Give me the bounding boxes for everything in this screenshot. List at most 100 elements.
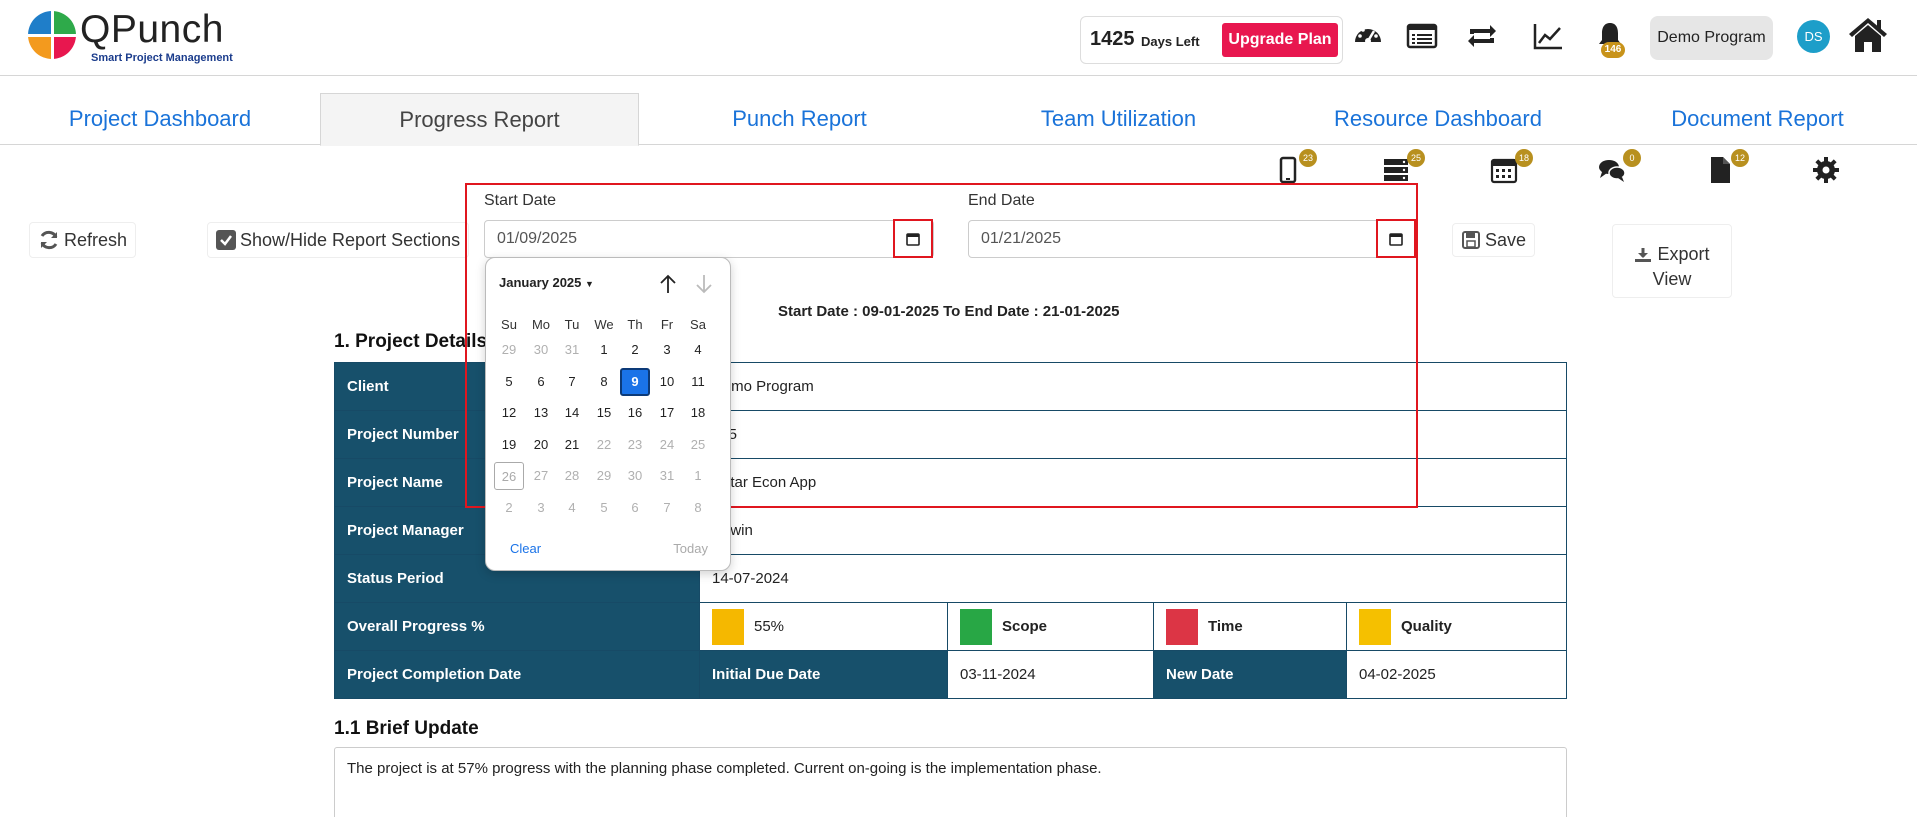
show-hide-sections-button[interactable]: Show/Hide Report Sections <box>207 222 470 258</box>
calendar-day[interactable]: 8 <box>600 373 608 389</box>
start-date-input[interactable]: 01/09/2025 <box>484 220 934 258</box>
sync-icon[interactable] <box>1464 18 1500 54</box>
arrow-down-icon[interactable] <box>692 272 716 296</box>
calendar-day[interactable]: 15 <box>596 405 612 420</box>
calendar-day[interactable]: 3 <box>537 499 545 515</box>
calendar-day[interactable]: 4 <box>694 342 702 357</box>
tab-progress-report[interactable]: Progress Report <box>320 93 639 146</box>
calendar-day[interactable]: 22 <box>596 436 612 452</box>
calendar-day[interactable]: 4 <box>568 499 576 515</box>
calendar-day[interactable]: 9 <box>620 367 650 396</box>
datepicker-popup: January 2025 ▼ Su Mo Tu We Th Fr Sa 29 30 31 1 2 3 4 5… <box>485 257 731 571</box>
time-cell: Time <box>1153 602 1347 651</box>
calendar-icon[interactable]: 18 <box>1489 149 1533 189</box>
calendar-day[interactable]: 2 <box>505 499 513 515</box>
end-date-label: End Date <box>968 192 1035 209</box>
datepicker-month-selector[interactable]: January 2025 ▼ <box>499 275 594 290</box>
calendar-day[interactable]: 14 <box>564 405 580 420</box>
calendar-day[interactable]: 6 <box>631 499 639 515</box>
tab-resource-dashboard[interactable]: Resource Dashboard <box>1334 106 1542 131</box>
overall-progress-value: 55% <box>754 617 785 635</box>
server-badge: 25 <box>1407 149 1425 167</box>
comments-icon[interactable]: 0 <box>1597 149 1641 189</box>
calendar-icon <box>906 232 920 246</box>
brief-update-text[interactable]: The project is at 57% progress with the … <box>334 747 1567 817</box>
arrow-up-icon[interactable] <box>656 272 680 296</box>
program-selector-button[interactable]: Demo Program <box>1650 16 1773 60</box>
calendar-day[interactable]: 8 <box>694 499 702 515</box>
weekday-label: Su <box>501 317 517 332</box>
date-range-summary: Start Date : 09-01-2025 To End Date : 21… <box>778 303 1120 320</box>
quality-swatch <box>1359 608 1391 645</box>
status-period-value: 14-07-2024 <box>699 554 1567 603</box>
weekday-label: Fr <box>660 317 674 332</box>
tab-document-report[interactable]: Document Report <box>1671 106 1844 131</box>
calendar-day[interactable]: 10 <box>659 373 675 389</box>
completion-date-label: Project Completion Date <box>334 650 700 699</box>
calendar-day[interactable]: 23 <box>627 436 643 452</box>
calendar-day[interactable]: 25 <box>690 436 706 452</box>
mobile-icon[interactable]: 23 <box>1273 149 1317 189</box>
time-swatch <box>1166 608 1198 645</box>
weekday-label: We <box>594 317 614 332</box>
qpunch-logo-icon[interactable] <box>27 10 77 60</box>
calendar-day[interactable]: 31 <box>659 468 675 483</box>
calendar-day[interactable]: 12 <box>501 405 517 420</box>
calendar-day[interactable]: 6 <box>537 373 545 389</box>
tab-punch-report[interactable]: Punch Report <box>732 106 867 131</box>
calendar-day[interactable]: 13 <box>533 405 549 420</box>
calendar-day[interactable]: 5 <box>505 373 513 389</box>
list-icon[interactable] <box>1404 18 1440 54</box>
calendar-day[interactable]: 1 <box>694 468 702 483</box>
download-icon <box>1635 248 1652 263</box>
export-label-line2: View <box>1652 269 1692 289</box>
user-avatar[interactable]: DS <box>1797 20 1830 53</box>
calendar-day[interactable]: 29 <box>501 342 517 357</box>
new-date-value: 04-02-2025 <box>1346 650 1567 699</box>
datepicker-clear-button[interactable]: Clear <box>510 541 542 556</box>
calendar-day[interactable]: 3 <box>663 342 671 357</box>
file-icon[interactable]: 12 <box>1705 149 1749 189</box>
calendar-day[interactable]: 21 <box>564 436 580 452</box>
upgrade-plan-button[interactable]: Upgrade Plan <box>1222 23 1338 57</box>
calendar-day[interactable]: 11 <box>691 373 705 389</box>
comments-badge: 0 <box>1623 149 1641 167</box>
weekday-label: Tu <box>564 317 580 332</box>
quality-cell: Quality <box>1346 602 1567 651</box>
time-label: Time <box>1208 617 1243 635</box>
calendar-day[interactable]: 2 <box>631 342 639 357</box>
server-icon[interactable]: 25 <box>1381 149 1425 189</box>
calendar-day[interactable]: 17 <box>659 405 675 420</box>
calendar-day[interactable]: 1 <box>600 342 608 357</box>
calendar-day[interactable]: 28 <box>564 468 580 483</box>
weekday-label: Mo <box>531 317 551 332</box>
chart-icon[interactable] <box>1530 18 1566 54</box>
calendar-day[interactable]: 20 <box>533 436 549 452</box>
dashboard-icon[interactable] <box>1350 18 1386 54</box>
calendar-day[interactable]: 29 <box>596 468 612 483</box>
calendar-day[interactable]: 16 <box>627 405 643 420</box>
end-date-input[interactable]: 01/21/2025 <box>968 220 1412 258</box>
calendar-day[interactable]: 5 <box>600 499 608 515</box>
calendar-day[interactable]: 26 <box>494 462 524 490</box>
calendar-day[interactable]: 19 <box>501 436 517 452</box>
end-date-calendar-button[interactable] <box>1376 219 1416 258</box>
new-date-label: New Date <box>1153 650 1347 699</box>
settings-icon[interactable] <box>1811 155 1845 189</box>
tab-team-utilization[interactable]: Team Utilization <box>1040 106 1197 131</box>
datepicker-today-button[interactable]: Today <box>673 541 708 556</box>
calendar-day[interactable]: 24 <box>659 436 675 452</box>
calendar-day[interactable]: 27 <box>533 468 549 483</box>
calendar-day[interactable]: 31 <box>564 342 580 357</box>
calendar-day[interactable]: 30 <box>627 468 643 483</box>
calendar-day[interactable]: 30 <box>533 342 549 357</box>
save-button[interactable]: Save <box>1452 223 1536 257</box>
export-view-button[interactable]: Export View <box>1612 224 1732 298</box>
refresh-button[interactable]: Refresh <box>29 222 137 258</box>
calendar-day[interactable]: 7 <box>663 499 671 515</box>
calendar-day[interactable]: 7 <box>568 373 576 389</box>
home-icon[interactable] <box>1847 14 1889 56</box>
start-date-calendar-button[interactable] <box>893 219 933 258</box>
calendar-day[interactable]: 18 <box>690 405 706 420</box>
tab-project-dashboard[interactable]: Project Dashboard <box>68 106 252 131</box>
